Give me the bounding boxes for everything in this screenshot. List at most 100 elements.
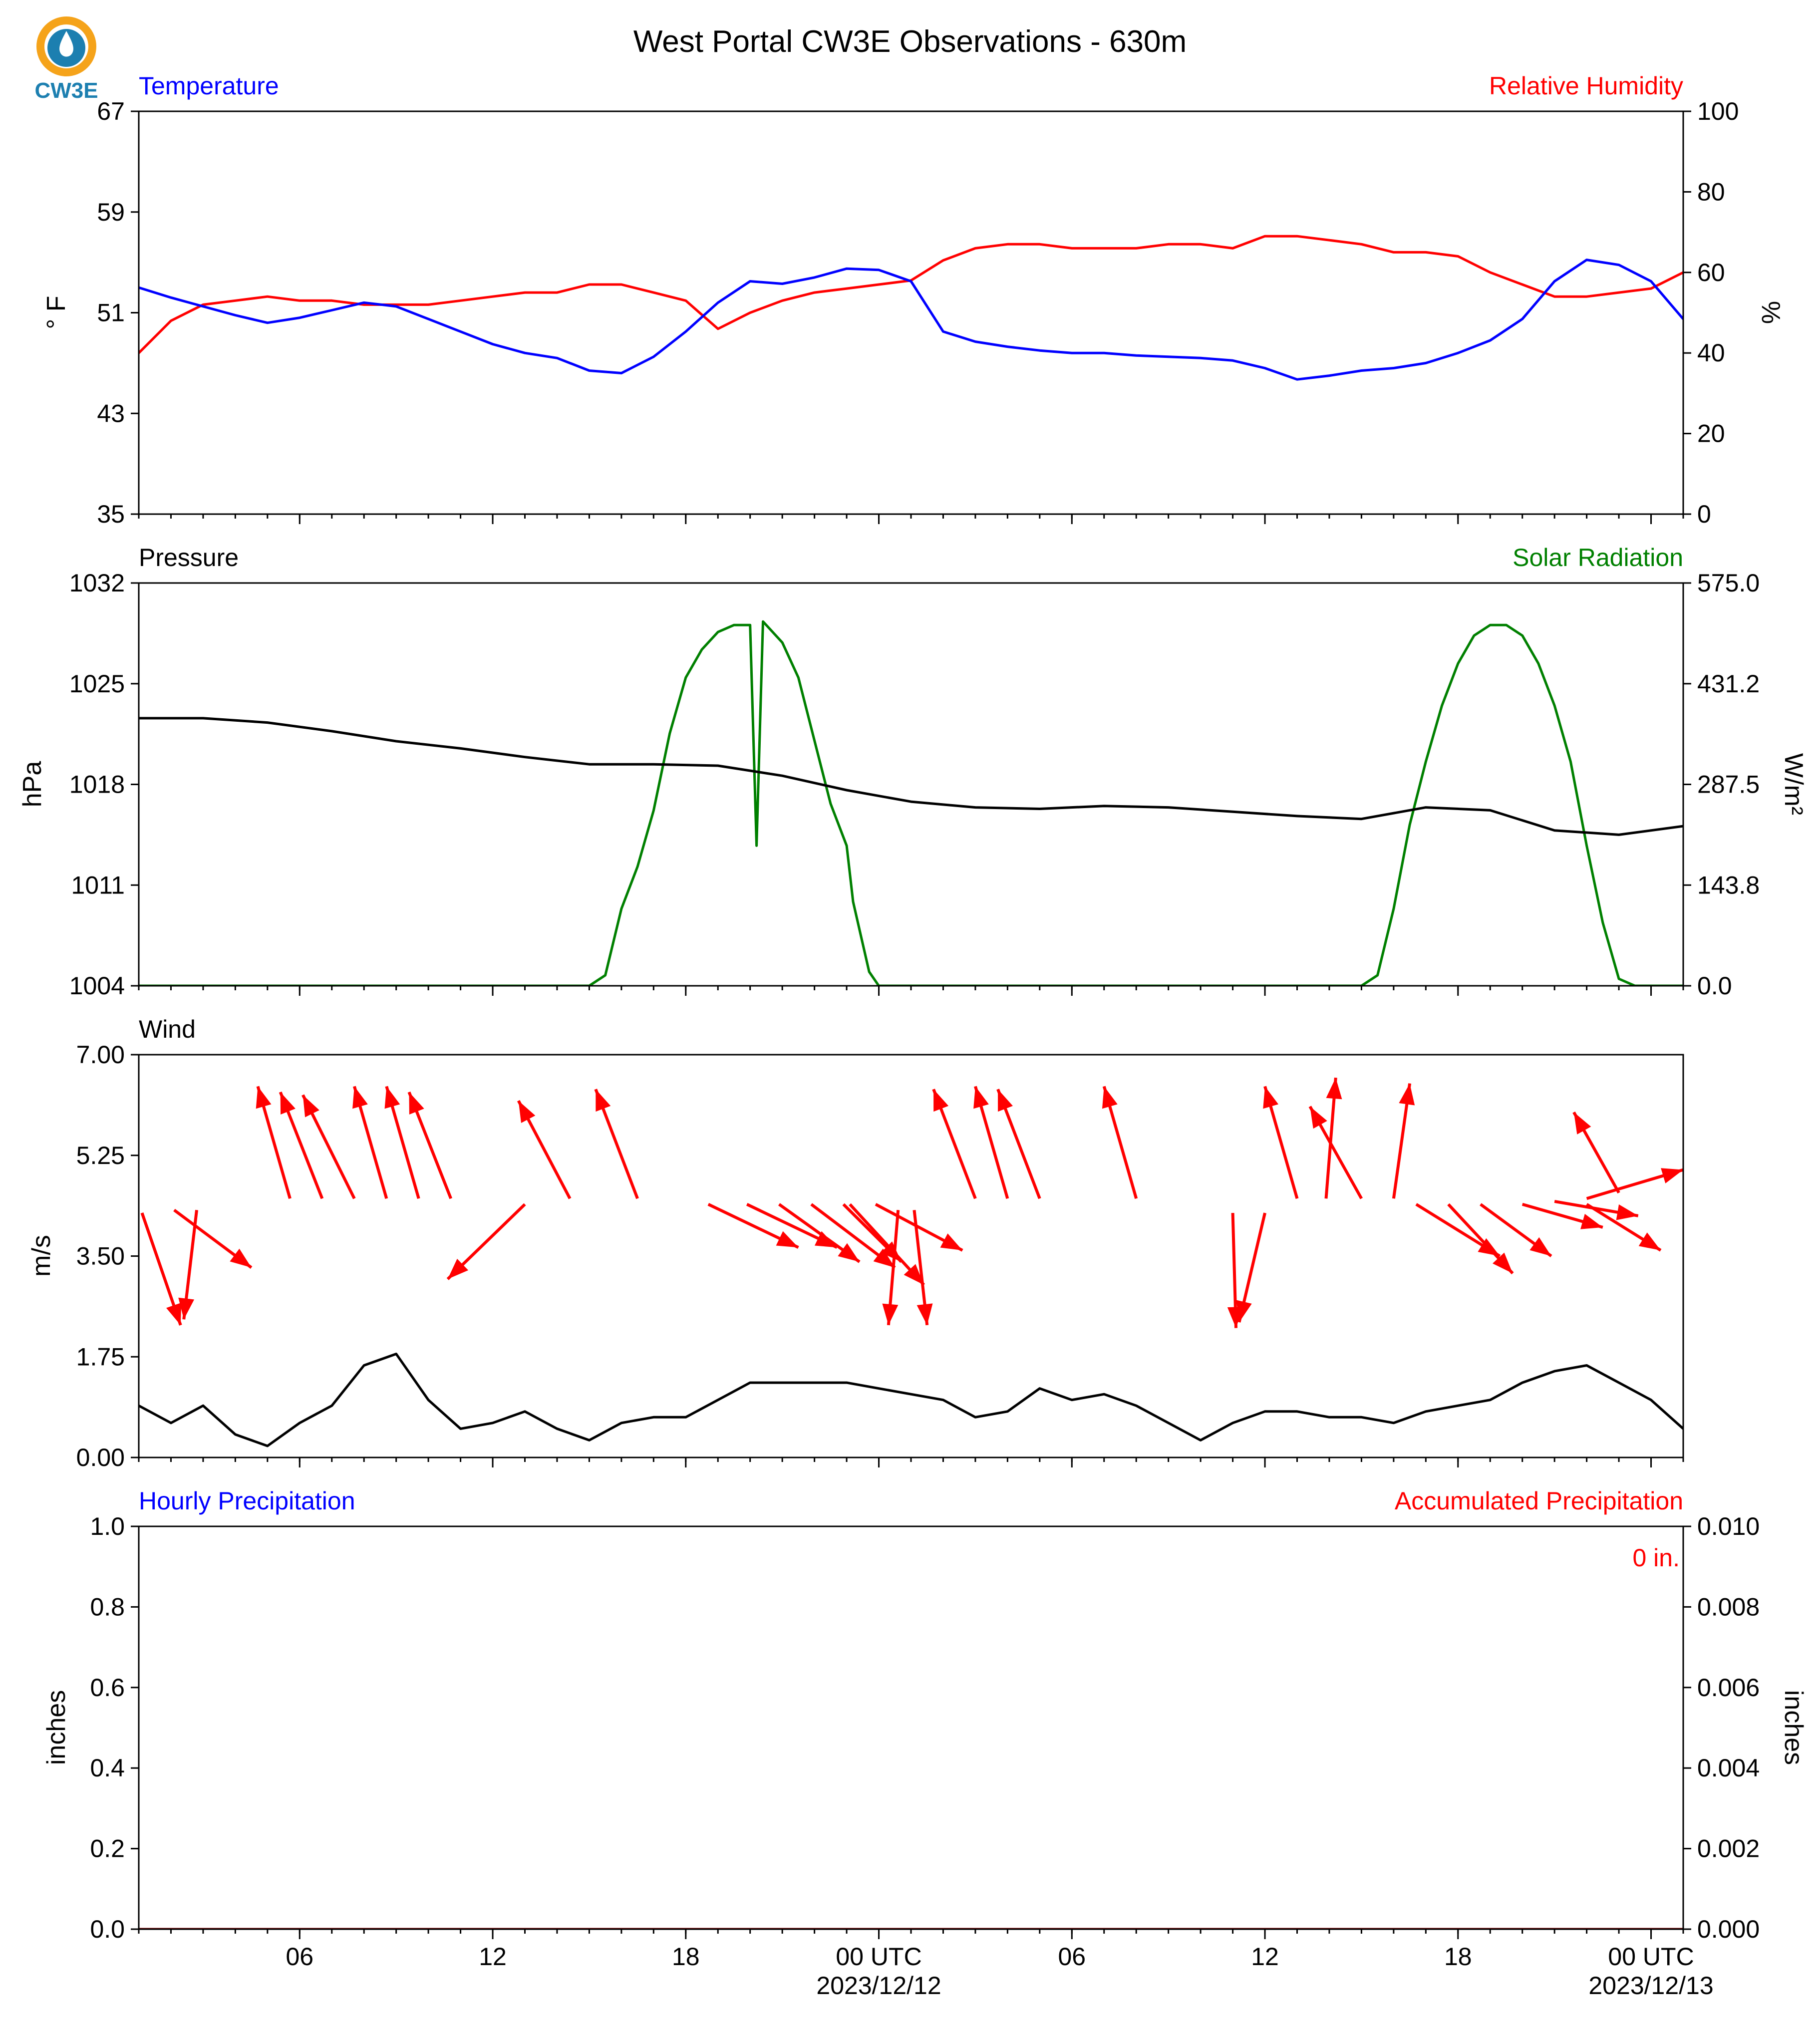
wind-arrow-head	[1236, 1300, 1252, 1323]
pressure-solar-axes: 1004 1011 1018 1025 1032 0.0 143.8 287.5 431.2 57…	[69, 569, 1760, 1000]
x-date-label: 2023/12/12	[816, 1972, 941, 2000]
precipitation-frame	[138, 1525, 1684, 1930]
wind-arrow	[932, 1089, 977, 1199]
y-tick-label-right: 0.010	[1697, 1512, 1760, 1540]
precipitation-axes: 0.0 0.2 0.4 0.6 0.8 1.0 0.000 0.002 0.004 0.006 0.…	[90, 1512, 1760, 1943]
pressure-label: Pressure	[139, 544, 239, 572]
y-tick-label-right: 575.0	[1697, 569, 1760, 597]
y-tick-label-left: 0.8	[90, 1593, 125, 1621]
accum-precip-ylabel: inches	[1779, 1690, 1808, 1765]
y-tick-label-right: 60	[1697, 259, 1725, 287]
y-tick-label-left: 67	[97, 97, 125, 125]
wind-arrow-head	[230, 1248, 252, 1268]
wind-arrow	[178, 1209, 199, 1320]
wind-arrow	[256, 1086, 292, 1199]
y-tick-label-left: 0.4	[90, 1754, 125, 1782]
accum-precip-label: Accumulated Precipitation	[1395, 1487, 1683, 1515]
wind-arrow	[1480, 1203, 1552, 1257]
y-tick-label-left: 1032	[69, 569, 125, 597]
wind-speed-line	[139, 1353, 1683, 1448]
humidity-ylabel: %	[1756, 301, 1785, 324]
x-tick-label: 00 UTC	[1608, 1943, 1694, 1971]
wind-arrow	[882, 1210, 900, 1326]
x-tick-label: 18	[1444, 1943, 1472, 1971]
wind-arrow	[849, 1203, 925, 1286]
wind-arrow	[912, 1209, 933, 1326]
wind-arrow-head	[1263, 1086, 1278, 1109]
wind-panel: Wind 0.00 1.75 3.50 5.25 7.00 m/s	[27, 1015, 1684, 1471]
x-tick-label: 12	[1251, 1943, 1279, 1971]
wind-arrow	[594, 1089, 639, 1199]
wind-arrow	[1415, 1203, 1501, 1258]
wind-label: Wind	[139, 1015, 196, 1043]
x-tick-label: 12	[479, 1943, 507, 1971]
wind-arrow	[1263, 1086, 1299, 1199]
wind-arrow-head	[447, 1258, 469, 1279]
wind-arrow-head	[882, 1303, 899, 1325]
wind-arrow-head	[1493, 1252, 1513, 1274]
y-tick-label-right: 431.2	[1697, 670, 1760, 698]
temperature-humidity-panel: Temperature Relative Humidity 35 43 51 59 67…	[42, 72, 1785, 528]
y-tick-label-right: 0.002	[1697, 1835, 1760, 1863]
wind-arrow-head	[1661, 1168, 1683, 1183]
wind-arrow-head	[1616, 1204, 1638, 1220]
figure-title: West Portal CW3E Observations - 630m	[633, 24, 1187, 59]
logo-drop-icon	[59, 31, 73, 57]
wind-arrow-head	[352, 1086, 368, 1109]
wind-arrow	[875, 1203, 963, 1252]
pressure-solar-frame	[138, 582, 1684, 987]
wind-arrow	[302, 1094, 356, 1199]
y-tick-label-left: 1.75	[76, 1343, 125, 1371]
y-tick-label-left: 59	[97, 198, 125, 226]
precipitation-panel: Hourly Precipitation Accumulated Precipi…	[42, 1487, 1808, 1943]
x-tick-label: 00 UTC	[836, 1943, 921, 1971]
wind-arrow	[1324, 1077, 1342, 1199]
solar-line	[139, 620, 1683, 986]
wind-arrow	[446, 1203, 526, 1280]
y-tick-label-left: 35	[97, 500, 125, 528]
y-tick-label-left: 43	[97, 399, 125, 427]
wind-arrow	[1572, 1111, 1620, 1194]
x-date-label: 2023/12/13	[1588, 1972, 1713, 2000]
wind-arrow-head	[518, 1101, 536, 1123]
x-tick-label: 06	[1058, 1943, 1086, 1971]
wind-arrow	[1521, 1202, 1603, 1229]
y-tick-label-left: 0.0	[90, 1915, 125, 1943]
cw3e-logo: CW3E	[34, 16, 98, 103]
wind-arrow-head	[916, 1303, 933, 1325]
y-tick-label-left: 1.0	[90, 1512, 125, 1540]
wind-arrow	[1447, 1203, 1514, 1275]
y-tick-label-left: 3.50	[76, 1242, 125, 1270]
y-tick-label-left: 1025	[69, 670, 125, 698]
y-tick-label-left: 51	[97, 299, 125, 327]
y-tick-label-right: 0.0	[1697, 972, 1732, 1000]
wind-arrow	[1586, 1168, 1684, 1200]
logo-text: CW3E	[34, 78, 98, 103]
wind-arrow-head	[998, 1089, 1013, 1112]
wind-arrow-head	[776, 1231, 799, 1248]
wind-arrow	[1392, 1083, 1415, 1199]
temperature-humidity-plot	[139, 235, 1683, 381]
pressure-ylabel: hPa	[18, 761, 47, 808]
wind-arrow	[810, 1203, 896, 1269]
y-tick-label-right: 0.006	[1697, 1674, 1760, 1702]
wind-arrow	[279, 1091, 324, 1199]
wind-arrow	[996, 1089, 1041, 1199]
solar-label: Solar Radiation	[1513, 544, 1683, 572]
y-tick-label-right: 0.000	[1697, 1915, 1760, 1943]
wind-arrow-head	[384, 1086, 400, 1109]
temperature-line	[139, 259, 1683, 381]
wind-arrow-head	[838, 1243, 860, 1262]
wind-arrow-head	[1573, 1112, 1591, 1135]
y-tick-label-right: 143.8	[1697, 871, 1760, 899]
x-tick-label: 06	[286, 1943, 313, 1971]
wind-plot	[139, 1077, 1684, 1448]
wind-arrow-head	[933, 1089, 949, 1112]
wind-arrow-head	[1102, 1086, 1118, 1109]
wind-arrow-head	[178, 1297, 195, 1320]
wind-arrow	[1586, 1203, 1662, 1252]
temperature-humidity-frame	[138, 110, 1684, 515]
wind-arrow	[407, 1091, 453, 1199]
